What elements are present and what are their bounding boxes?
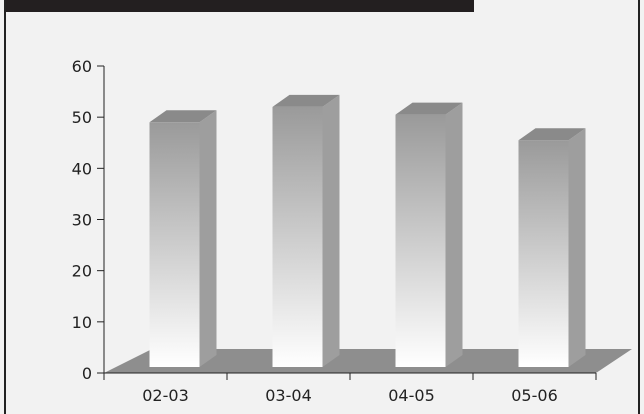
- bar-02-03: [150, 110, 217, 367]
- y-tick-label: 0: [82, 364, 92, 383]
- x-tick-label: 04-05: [388, 386, 435, 405]
- y-tick-label: 20: [72, 262, 92, 281]
- y-tick-label: 60: [72, 57, 92, 76]
- bar-front-face: [519, 140, 569, 367]
- bar-side-face: [446, 103, 463, 367]
- bar-04-05: [396, 103, 463, 367]
- y-tick-label: 40: [72, 159, 92, 178]
- bar-front-face: [273, 107, 323, 367]
- y-tick-label: 50: [72, 108, 92, 127]
- bars-layer: [150, 95, 586, 367]
- bar-side-face: [569, 128, 586, 367]
- x-tick-label: 03-04: [265, 386, 312, 405]
- bar-front-face: [150, 122, 200, 367]
- x-tick-label: 05-06: [511, 386, 558, 405]
- x-tick-label: 02-03: [142, 386, 189, 405]
- bar-03-04: [273, 95, 340, 367]
- bar-side-face: [200, 110, 217, 367]
- bar-front-face: [396, 115, 446, 367]
- bar-side-face: [323, 95, 340, 367]
- y-tick-label: 30: [72, 211, 92, 230]
- y-tick-label: 10: [72, 313, 92, 332]
- bar-05-06: [519, 128, 586, 367]
